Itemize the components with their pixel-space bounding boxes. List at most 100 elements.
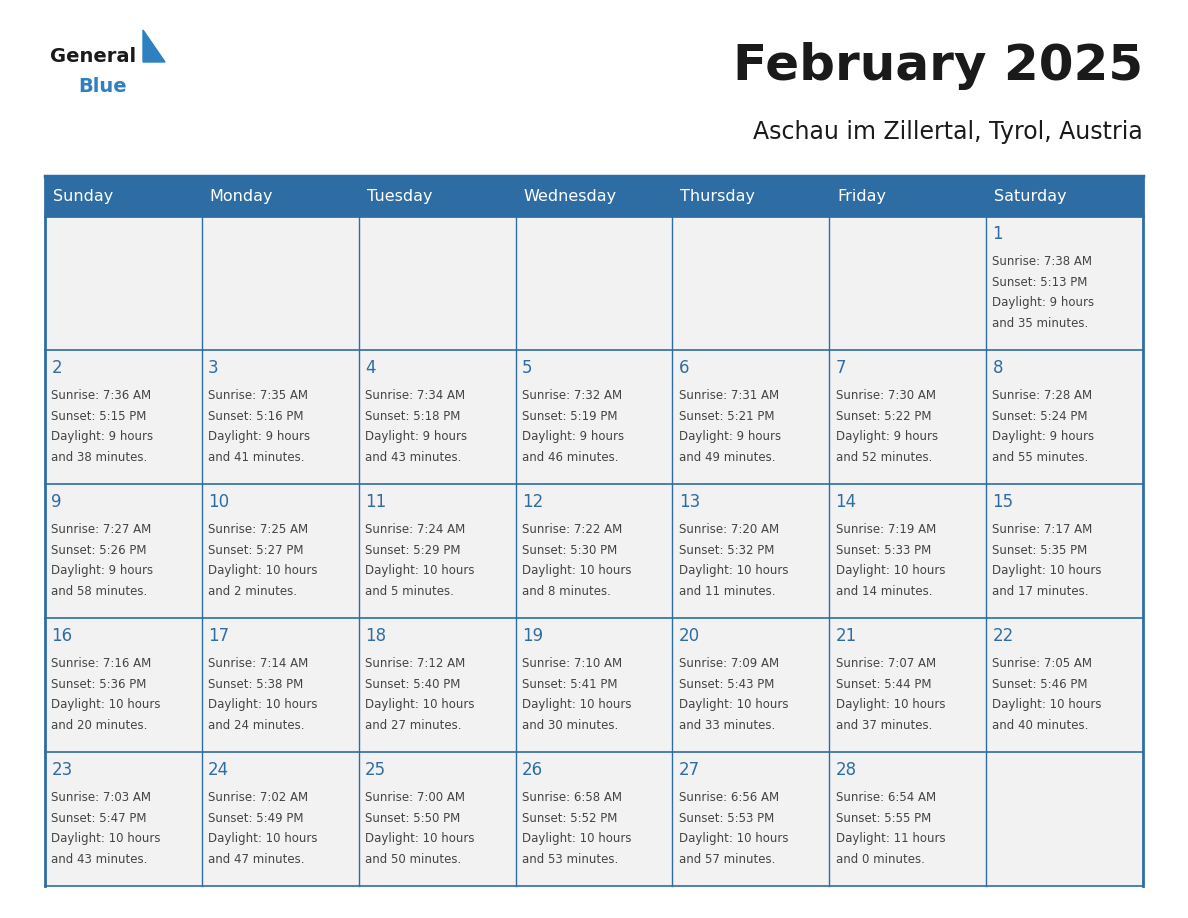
Text: Sunset: 5:26 PM: Sunset: 5:26 PM [51, 543, 147, 556]
Text: Daylight: 9 hours: Daylight: 9 hours [51, 431, 153, 443]
Text: Friday: Friday [838, 188, 886, 204]
Text: 25: 25 [365, 761, 386, 779]
Bar [516, 484, 672, 618]
Text: and 14 minutes.: and 14 minutes. [835, 585, 933, 599]
Bar [359, 618, 516, 752]
Text: 2: 2 [51, 359, 62, 377]
Text: Sunset: 5:15 PM: Sunset: 5:15 PM [51, 409, 146, 422]
Text: Daylight: 10 hours: Daylight: 10 hours [835, 565, 946, 577]
Text: Sunrise: 7:09 AM: Sunrise: 7:09 AM [678, 657, 779, 670]
Text: 24: 24 [208, 761, 229, 779]
Text: Daylight: 10 hours: Daylight: 10 hours [678, 833, 788, 845]
Bar [986, 350, 1143, 484]
Text: 15: 15 [992, 493, 1013, 511]
Text: 21: 21 [835, 627, 857, 645]
Text: Sunrise: 7:02 AM: Sunrise: 7:02 AM [208, 791, 308, 804]
Bar [672, 752, 829, 886]
Text: 11: 11 [365, 493, 386, 511]
Bar [516, 752, 672, 886]
Bar [202, 752, 359, 886]
Text: Daylight: 10 hours: Daylight: 10 hours [51, 699, 160, 711]
Text: Sunset: 5:50 PM: Sunset: 5:50 PM [365, 812, 460, 824]
Text: and 43 minutes.: and 43 minutes. [51, 853, 147, 867]
Text: and 43 minutes.: and 43 minutes. [365, 451, 461, 465]
Text: 3: 3 [208, 359, 219, 377]
Bar [986, 216, 1143, 350]
Bar [359, 752, 516, 886]
Text: 13: 13 [678, 493, 700, 511]
Bar [202, 176, 359, 216]
Text: and 27 minutes.: and 27 minutes. [365, 719, 461, 733]
Text: Sunset: 5:27 PM: Sunset: 5:27 PM [208, 543, 304, 556]
Text: Monday: Monday [210, 188, 273, 204]
Text: Daylight: 10 hours: Daylight: 10 hours [678, 565, 788, 577]
Text: and 58 minutes.: and 58 minutes. [51, 585, 147, 599]
Text: and 38 minutes.: and 38 minutes. [51, 451, 147, 465]
Text: Daylight: 9 hours: Daylight: 9 hours [208, 431, 310, 443]
Text: Sunrise: 7:35 AM: Sunrise: 7:35 AM [208, 389, 308, 402]
Text: Sunset: 5:18 PM: Sunset: 5:18 PM [365, 409, 461, 422]
Text: Sunrise: 6:56 AM: Sunrise: 6:56 AM [678, 791, 779, 804]
Text: Sunrise: 7:32 AM: Sunrise: 7:32 AM [522, 389, 623, 402]
Text: Daylight: 10 hours: Daylight: 10 hours [365, 565, 474, 577]
Bar [202, 618, 359, 752]
Text: Sunrise: 7:28 AM: Sunrise: 7:28 AM [992, 389, 1093, 402]
Text: Daylight: 10 hours: Daylight: 10 hours [992, 565, 1102, 577]
Text: 19: 19 [522, 627, 543, 645]
Bar [45, 752, 202, 886]
Text: Sunrise: 7:07 AM: Sunrise: 7:07 AM [835, 657, 936, 670]
Text: 26: 26 [522, 761, 543, 779]
Text: Sunset: 5:29 PM: Sunset: 5:29 PM [365, 543, 461, 556]
Text: and 20 minutes.: and 20 minutes. [51, 719, 147, 733]
Bar [359, 216, 516, 350]
Text: 18: 18 [365, 627, 386, 645]
Text: Sunset: 5:53 PM: Sunset: 5:53 PM [678, 812, 773, 824]
Text: Sunset: 5:35 PM: Sunset: 5:35 PM [992, 543, 1088, 556]
Text: 22: 22 [992, 627, 1013, 645]
Text: Daylight: 10 hours: Daylight: 10 hours [522, 565, 631, 577]
Text: Daylight: 10 hours: Daylight: 10 hours [678, 699, 788, 711]
Text: 16: 16 [51, 627, 72, 645]
Text: Sunset: 5:30 PM: Sunset: 5:30 PM [522, 543, 617, 556]
Text: Daylight: 9 hours: Daylight: 9 hours [51, 565, 153, 577]
Text: and 5 minutes.: and 5 minutes. [365, 585, 454, 599]
Bar [45, 350, 202, 484]
Text: 17: 17 [208, 627, 229, 645]
Text: Daylight: 10 hours: Daylight: 10 hours [522, 833, 631, 845]
Text: Daylight: 9 hours: Daylight: 9 hours [992, 431, 1094, 443]
Text: 10: 10 [208, 493, 229, 511]
Text: Sunrise: 7:10 AM: Sunrise: 7:10 AM [522, 657, 623, 670]
Text: Daylight: 10 hours: Daylight: 10 hours [208, 833, 317, 845]
Bar [829, 176, 986, 216]
Text: Daylight: 10 hours: Daylight: 10 hours [992, 699, 1102, 711]
Text: 8: 8 [992, 359, 1003, 377]
Text: and 53 minutes.: and 53 minutes. [522, 853, 618, 867]
Text: Sunset: 5:46 PM: Sunset: 5:46 PM [992, 677, 1088, 690]
Text: Daylight: 10 hours: Daylight: 10 hours [365, 833, 474, 845]
Bar [829, 752, 986, 886]
Text: and 8 minutes.: and 8 minutes. [522, 585, 611, 599]
Text: 7: 7 [835, 359, 846, 377]
Bar [829, 216, 986, 350]
Text: and 57 minutes.: and 57 minutes. [678, 853, 775, 867]
Text: Daylight: 9 hours: Daylight: 9 hours [522, 431, 624, 443]
Text: Sunrise: 7:17 AM: Sunrise: 7:17 AM [992, 523, 1093, 536]
Text: Sunset: 5:44 PM: Sunset: 5:44 PM [835, 677, 931, 690]
Text: Sunset: 5:38 PM: Sunset: 5:38 PM [208, 677, 303, 690]
Text: 23: 23 [51, 761, 72, 779]
Text: Sunset: 5:41 PM: Sunset: 5:41 PM [522, 677, 618, 690]
Text: Sunset: 5:55 PM: Sunset: 5:55 PM [835, 812, 931, 824]
Bar [202, 350, 359, 484]
Bar [672, 350, 829, 484]
Bar [672, 176, 829, 216]
Text: and 30 minutes.: and 30 minutes. [522, 719, 618, 733]
Text: Daylight: 10 hours: Daylight: 10 hours [208, 565, 317, 577]
Text: Daylight: 11 hours: Daylight: 11 hours [835, 833, 946, 845]
Text: and 41 minutes.: and 41 minutes. [208, 451, 304, 465]
Text: General: General [50, 47, 137, 66]
Text: Sunset: 5:22 PM: Sunset: 5:22 PM [835, 409, 931, 422]
Text: February 2025: February 2025 [733, 42, 1143, 90]
Bar [45, 176, 202, 216]
Text: and 52 minutes.: and 52 minutes. [835, 451, 931, 465]
Bar [516, 216, 672, 350]
